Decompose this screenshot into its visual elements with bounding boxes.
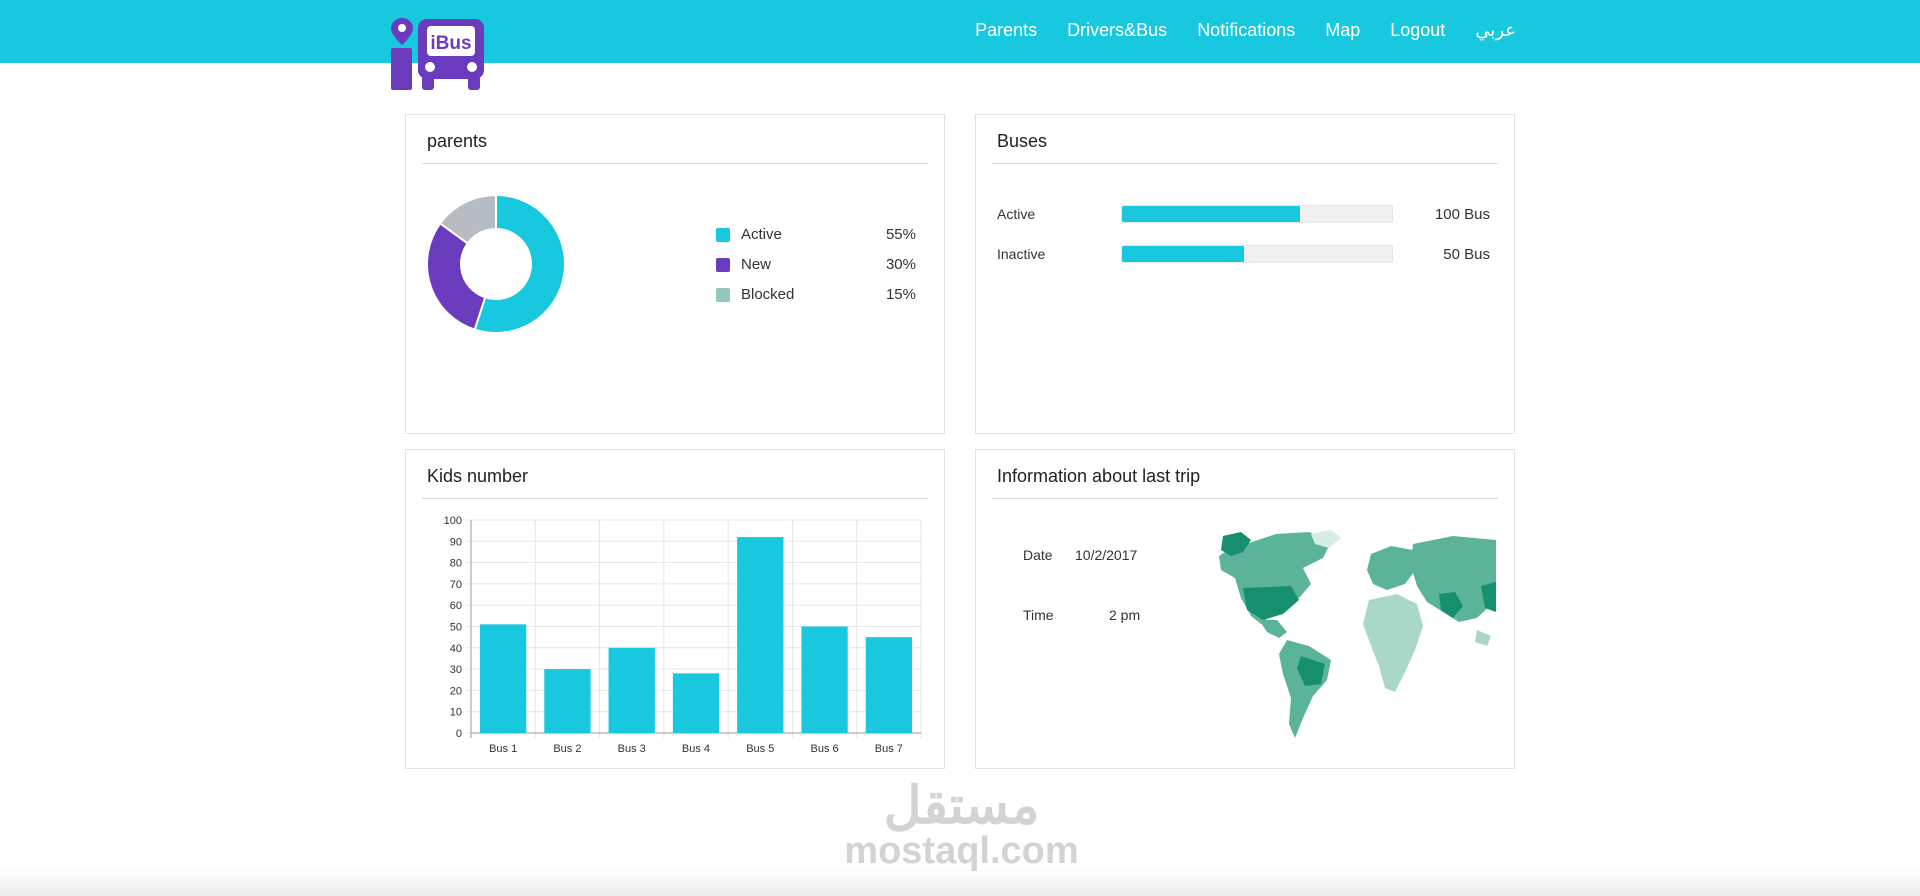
card-divider	[992, 498, 1498, 499]
trip-time-value: 2 pm	[1109, 607, 1141, 623]
region-east-asia	[1481, 582, 1496, 612]
y-tick-label: 100	[444, 515, 462, 527]
legend-label: New	[741, 256, 772, 273]
parents-donut-chart	[426, 194, 566, 334]
region-alaska	[1221, 532, 1251, 556]
legend-swatch	[716, 258, 730, 272]
bar	[865, 637, 912, 733]
bus-row-value: 100 Bus	[1434, 206, 1490, 223]
bus-row-active: Active 100 Bus	[997, 203, 1490, 225]
parents-card-title: parents	[427, 131, 488, 151]
card-divider	[992, 163, 1498, 164]
region-south-asia	[1439, 592, 1463, 618]
kids-number-card: Kids number 0 10 20 30 40 50 60 70 80 90 100 Bus 1 B…	[405, 449, 945, 769]
region-europe	[1367, 546, 1417, 590]
y-tick-label: 0	[456, 728, 462, 740]
legend-swatch	[716, 228, 730, 242]
nav-map[interactable]: Map	[1325, 20, 1361, 40]
x-tick-label: Bus 1	[489, 743, 517, 755]
progress-track	[1121, 205, 1393, 223]
progress-fill	[1122, 246, 1244, 262]
world-map[interactable]	[1191, 528, 1496, 750]
x-tick-label: Bus 7	[875, 743, 903, 755]
y-tick-label: 40	[450, 643, 462, 655]
watermark-arabic: مستقل	[883, 777, 1040, 835]
progress-track	[1121, 245, 1393, 263]
bus-row-inactive: Inactive 50 Bus	[997, 243, 1490, 265]
trip-time-label: Time	[1023, 607, 1054, 623]
y-tick-label: 80	[450, 558, 462, 570]
bus-row-label: Active	[997, 206, 1036, 222]
legend-item-blocked: Blocked 15%	[711, 285, 916, 305]
legend-percent: 30%	[885, 256, 916, 273]
nav-language-arabic[interactable]: عربي	[1475, 20, 1516, 40]
watermark-latin: mostaql.com	[844, 830, 1079, 872]
bus-row-value: 50 Bus	[1443, 246, 1490, 263]
x-tick-label: Bus 3	[618, 743, 646, 755]
y-tick-label: 90	[450, 536, 462, 548]
y-tick-label: 50	[450, 622, 462, 634]
legend-label: Blocked	[741, 286, 795, 303]
bar	[801, 626, 848, 733]
x-tick-label: Bus 4	[682, 743, 710, 755]
region-south-america	[1279, 640, 1331, 738]
y-tick-label: 70	[450, 579, 462, 591]
y-tick-label: 20	[450, 685, 462, 697]
region-brazil	[1297, 656, 1325, 686]
region-central-america	[1259, 620, 1287, 638]
region-africa	[1363, 594, 1423, 692]
x-tick-label: Bus 6	[811, 743, 839, 755]
region-asia	[1411, 536, 1496, 622]
region-greenland	[1311, 530, 1341, 548]
nav-parents[interactable]: Parents	[975, 20, 1038, 40]
kids-card-title: Kids number	[427, 466, 529, 486]
buses-card: Buses Active 100 Bus Inactive 50 Bus	[975, 114, 1515, 434]
mostaql-watermark: مستقل mostaql.com	[844, 780, 1079, 870]
legend-swatch	[716, 288, 730, 302]
parents-card: parents Active 55% New 30% Blocked 15%	[405, 114, 945, 434]
donut-slice-blocked	[438, 194, 497, 245]
nav-notifications[interactable]: Notifications	[1197, 20, 1296, 40]
donut-slice-new	[426, 222, 487, 331]
trip-date-value: 10/2/2017	[1075, 547, 1138, 563]
x-tick-label: Bus 2	[553, 743, 581, 755]
logo-text: iBus	[430, 33, 471, 54]
bar	[544, 669, 591, 733]
nav-logout[interactable]: Logout	[1390, 20, 1446, 40]
x-tick-label: Bus 5	[746, 743, 774, 755]
y-tick-label: 10	[450, 707, 462, 719]
bar	[608, 647, 655, 733]
legend-item-new: New 30%	[711, 255, 916, 275]
region-indonesia	[1475, 630, 1491, 646]
nav-drivers-bus[interactable]: Drivers&Bus	[1067, 20, 1168, 40]
bar	[480, 624, 527, 733]
trip-card-title: Information about last trip	[997, 466, 1201, 486]
card-divider	[422, 163, 928, 164]
y-tick-label: 60	[450, 600, 462, 612]
bottom-shade	[0, 868, 1920, 896]
legend-percent: 55%	[885, 226, 916, 243]
main-nav: Parents Drivers&Bus Notifications Map Lo…	[945, 20, 1516, 41]
legend-label: Active	[741, 226, 782, 243]
legend-percent: 15%	[885, 286, 916, 303]
trip-date-label: Date	[1023, 547, 1053, 563]
bar	[737, 537, 784, 733]
bar	[672, 673, 720, 733]
last-trip-card: Information about last trip Date 10/2/20…	[975, 449, 1515, 769]
top-navbar: Parents Drivers&Bus Notifications Map Lo…	[0, 0, 1920, 63]
donut-slice-active	[473, 194, 566, 334]
bus-row-label: Inactive	[997, 246, 1046, 262]
progress-fill	[1122, 206, 1301, 222]
legend-item-active: Active 55%	[711, 225, 916, 245]
kids-bar-chart: 0 10 20 30 40 50 60 70 80 90 100 Bus 1 Bus 2 Bus 3 Bus…	[444, 515, 922, 755]
buses-card-title: Buses	[997, 131, 1048, 151]
y-tick-label: 30	[450, 664, 462, 676]
region-usa	[1243, 586, 1299, 620]
ibus-logo[interactable]: iBus	[390, 16, 486, 92]
card-divider	[422, 498, 928, 499]
